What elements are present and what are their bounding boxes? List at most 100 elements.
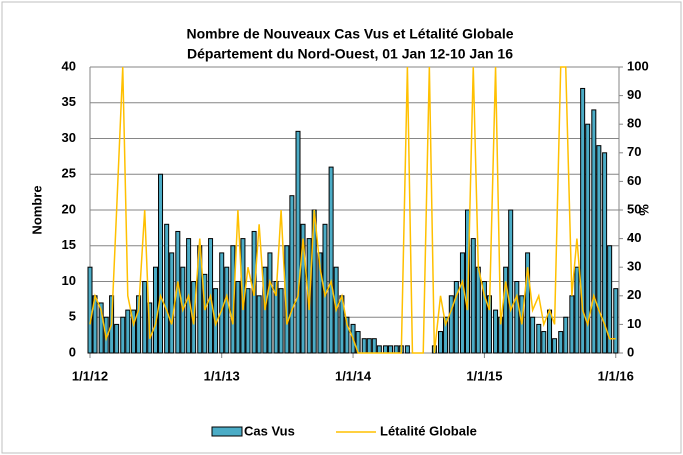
bar xyxy=(256,295,262,354)
bar xyxy=(596,145,602,354)
bar xyxy=(459,252,465,354)
bar xyxy=(453,281,459,354)
bar xyxy=(382,345,388,354)
x-tick-label: 1/1/12 xyxy=(72,368,108,383)
bar xyxy=(344,316,350,354)
bar xyxy=(613,288,619,354)
bar xyxy=(443,316,449,354)
y2-tick-label: 80 xyxy=(627,116,641,131)
chart-title: Nombre de Nouveaux Cas Vus et Létalité G… xyxy=(186,26,513,42)
bar xyxy=(235,281,241,354)
bar xyxy=(525,252,531,354)
x-tick-label: 1/1/13 xyxy=(204,368,240,383)
bar xyxy=(602,152,608,354)
legend-label: Létalité Globale xyxy=(380,423,477,438)
bar xyxy=(295,130,301,354)
y2-tick-label: 70 xyxy=(627,144,641,159)
y2-tick-label: 40 xyxy=(627,230,641,245)
y2-tick-label: 20 xyxy=(627,287,641,302)
bar xyxy=(585,123,591,354)
y2-tick-label: 10 xyxy=(627,316,641,331)
bar xyxy=(493,309,499,354)
y-tick-label: 30 xyxy=(62,130,76,145)
bar xyxy=(87,266,93,354)
line xyxy=(89,66,616,354)
bar xyxy=(120,316,126,354)
x-tick-label: 1/1/16 xyxy=(598,368,634,383)
bar xyxy=(328,166,334,354)
bar xyxy=(475,266,481,354)
y2-tick-label: 50 xyxy=(627,201,641,216)
bar xyxy=(224,266,230,354)
y-axis-label: Nombre xyxy=(29,185,44,234)
y-tick-label: 25 xyxy=(62,166,76,181)
bar xyxy=(547,309,553,354)
y2-tick-label: 0 xyxy=(627,344,634,359)
y-tick-label: 40 xyxy=(62,58,76,73)
bar xyxy=(131,309,137,354)
bar xyxy=(219,252,225,354)
bar xyxy=(164,223,170,354)
bar xyxy=(508,209,514,354)
y-tick-label: 20 xyxy=(62,201,76,216)
bar xyxy=(289,195,295,354)
bar xyxy=(366,338,372,354)
bar xyxy=(202,273,208,354)
bar xyxy=(376,345,382,354)
bar xyxy=(591,109,597,354)
bar xyxy=(481,281,487,354)
bar xyxy=(541,331,547,354)
bar xyxy=(448,295,454,354)
bar xyxy=(387,345,393,354)
bar xyxy=(273,281,279,354)
bar xyxy=(438,331,444,354)
bar xyxy=(470,238,476,354)
chart-subtitle: Département du Nord-Ouest, 01 Jan 12-10 … xyxy=(187,46,513,62)
y-tick-label: 35 xyxy=(62,94,76,109)
bar xyxy=(98,302,104,354)
bar xyxy=(569,295,575,354)
y-tick-label: 10 xyxy=(62,273,76,288)
bar xyxy=(230,245,236,354)
bar xyxy=(404,345,410,354)
x-tick-label: 1/1/15 xyxy=(466,368,502,383)
y2-axis-label: % xyxy=(636,204,651,216)
bar xyxy=(142,281,148,354)
bar xyxy=(607,245,613,354)
bar xyxy=(552,338,558,354)
bar xyxy=(563,316,569,354)
bar xyxy=(152,266,158,354)
bar xyxy=(114,323,120,354)
legend-swatch xyxy=(211,426,243,437)
bar xyxy=(278,288,284,354)
bar xyxy=(361,338,367,354)
bar xyxy=(136,295,142,354)
bar xyxy=(558,331,564,354)
y2-tick-label: 60 xyxy=(627,173,641,188)
legend-label: Cas Vus xyxy=(244,423,295,438)
y2-tick-label: 100 xyxy=(627,58,649,73)
bar xyxy=(267,252,273,354)
bar xyxy=(300,223,306,354)
x-tick-label: 1/1/14 xyxy=(335,368,372,383)
bar xyxy=(158,173,164,354)
bar xyxy=(169,252,175,354)
bar xyxy=(371,338,377,354)
bar xyxy=(580,87,586,354)
bar xyxy=(245,288,251,354)
y-tick-label: 0 xyxy=(69,344,76,359)
bar xyxy=(536,323,542,354)
bar xyxy=(317,252,323,354)
bar xyxy=(125,309,131,354)
y-tick-label: 15 xyxy=(62,237,76,252)
y2-tick-label: 90 xyxy=(627,87,641,102)
bar xyxy=(503,266,509,354)
bar xyxy=(514,281,520,354)
bar xyxy=(530,316,536,354)
bar xyxy=(393,345,399,354)
y2-tick-label: 30 xyxy=(627,259,641,274)
y-tick-label: 5 xyxy=(69,309,76,324)
bar xyxy=(574,266,580,354)
